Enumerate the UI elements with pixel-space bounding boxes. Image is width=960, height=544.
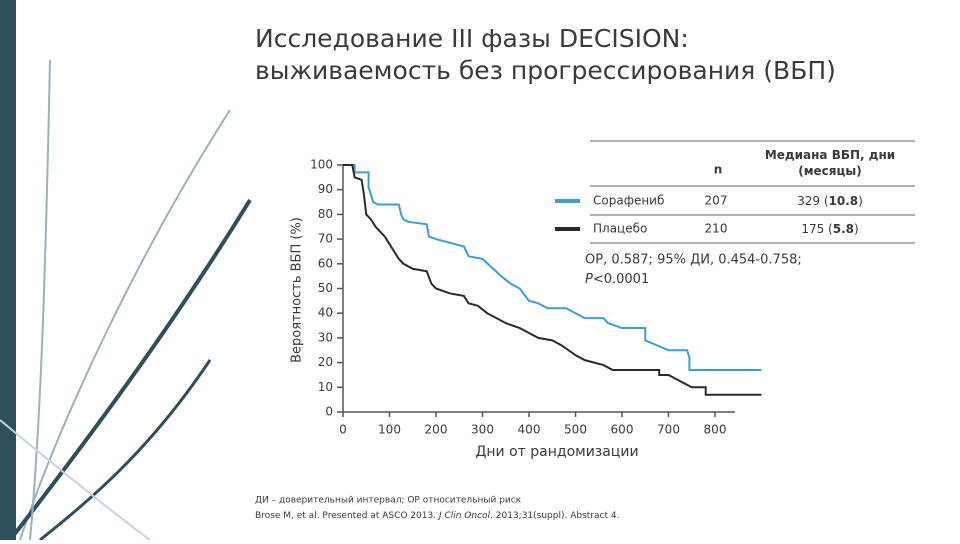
table-header-cell: Медиана ВБП, дни (месяцы) bbox=[764, 148, 896, 178]
footnote: . 2013;31(suppl). Abstract 4. bbox=[490, 511, 619, 521]
table-header: Медиана ВБП, дни (месяцы) bbox=[764, 148, 896, 178]
annotation: ОР, 0.587; 95% ДИ, 0.454-0.758; bbox=[585, 253, 802, 268]
table-cell: 329 ( bbox=[797, 194, 828, 208]
y-tick-label: 0 bbox=[325, 405, 333, 419]
side-band bbox=[0, 0, 16, 540]
x-axis-label: Дни от рандомизации bbox=[475, 444, 638, 460]
y-axis-label: Вероятность ВБП (%) bbox=[290, 217, 305, 363]
y-tick-label: 100 bbox=[310, 158, 333, 172]
footnote: ДИ – доверительный интервал; ОР относите… bbox=[255, 496, 522, 506]
annotation: P bbox=[585, 272, 593, 287]
table-cell: ) bbox=[854, 222, 859, 236]
km-curve bbox=[343, 164, 762, 372]
table: n Медиана ВБП, дни (месяцы) 207 329 (10.… bbox=[590, 140, 915, 244]
table-header: n bbox=[714, 163, 723, 177]
x-tick-label: 400 bbox=[518, 423, 541, 437]
table-cell: 210 bbox=[705, 222, 728, 236]
table-cell: 175 (5.8) bbox=[801, 222, 858, 236]
y-tick-label: 80 bbox=[318, 207, 333, 221]
table-cell: 10.8 bbox=[829, 194, 859, 208]
x-tick-label: 300 bbox=[471, 423, 494, 437]
y-tick-label: 40 bbox=[318, 306, 333, 320]
legend-label: Плацебо bbox=[593, 222, 647, 236]
footnote: J Clin Oncol bbox=[437, 511, 491, 521]
annotation: P<0.0001 bbox=[585, 272, 649, 287]
table-cell: 329 (10.8) bbox=[797, 194, 863, 208]
table-cell: 5.8 bbox=[833, 222, 854, 236]
y-tick-label: 50 bbox=[318, 281, 333, 295]
x-tick-label: 700 bbox=[657, 423, 680, 437]
table-cell: 207 bbox=[705, 194, 728, 208]
decoration bbox=[0, 59, 252, 542]
footnote: Brose M, et al. Presented at ASCO 2013. … bbox=[255, 511, 619, 521]
y-tick-label: 70 bbox=[318, 232, 333, 246]
km-curve bbox=[343, 164, 762, 396]
y-tick-label: 90 bbox=[318, 182, 333, 196]
y-tick-label: 30 bbox=[318, 330, 333, 344]
y-tick-label: 60 bbox=[318, 256, 333, 270]
legend-label: Сорафениб bbox=[593, 194, 664, 208]
title: Исследование III фазы DECISION: bbox=[255, 24, 689, 53]
x-tick-label: 100 bbox=[378, 423, 401, 437]
y-tick-label: 20 bbox=[318, 355, 333, 369]
annotation: <0.0001 bbox=[593, 272, 649, 287]
x-tick-label: 800 bbox=[704, 423, 727, 437]
table-cell: ) bbox=[858, 194, 863, 208]
title: выживаемость без прогрессирования (ВБП) bbox=[255, 56, 836, 85]
x-tick-label: 500 bbox=[564, 423, 587, 437]
y-tick-label: 10 bbox=[318, 380, 333, 394]
x-tick-label: 200 bbox=[425, 423, 448, 437]
footnote: Brose M, et al. Presented at ASCO 2013. bbox=[255, 511, 439, 521]
x-tick-label: 600 bbox=[611, 423, 634, 437]
table-cell: 175 ( bbox=[801, 222, 832, 236]
x-tick-label: 0 bbox=[339, 423, 347, 437]
